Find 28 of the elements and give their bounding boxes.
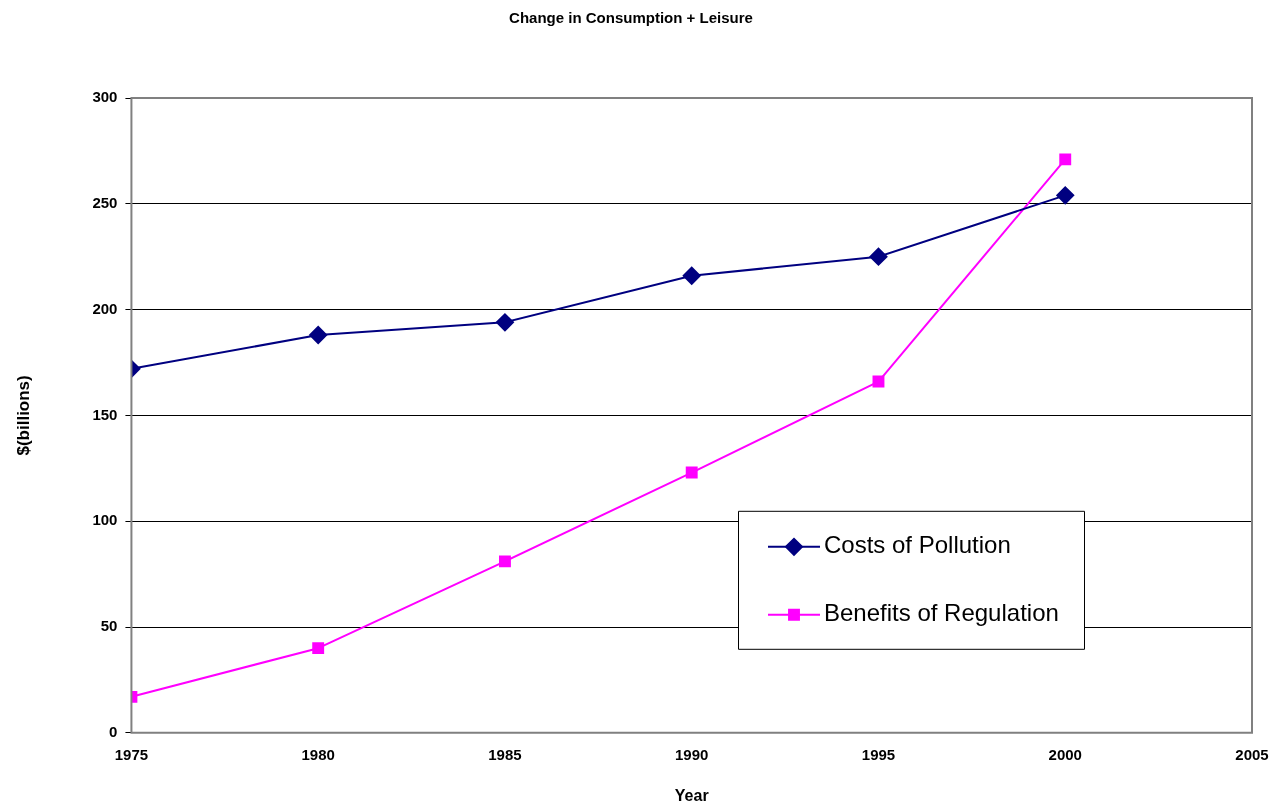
point bbox=[499, 555, 511, 568]
x-tick-label: 2005 bbox=[1235, 745, 1269, 763]
y-tick-label: 150 bbox=[92, 405, 118, 423]
point bbox=[869, 247, 888, 266]
point bbox=[495, 313, 514, 332]
x-axis-title: Year bbox=[674, 786, 709, 804]
y-tick-label: 100 bbox=[92, 511, 118, 529]
x-tick-label: 1985 bbox=[488, 745, 522, 763]
point bbox=[309, 325, 328, 344]
point bbox=[312, 642, 325, 655]
x-tick-label: 1995 bbox=[861, 745, 896, 763]
y-tick-label: 300 bbox=[92, 88, 118, 106]
legend-label: Costs of Pollution bbox=[824, 531, 1011, 559]
x-tick-label: 1980 bbox=[301, 745, 335, 763]
x-tick-label: 2000 bbox=[1048, 745, 1082, 763]
y-tick-label: 0 bbox=[109, 722, 118, 740]
y-tick-label: 200 bbox=[92, 299, 118, 317]
y-tick-label: 250 bbox=[92, 193, 118, 211]
y-tick-label: 50 bbox=[100, 617, 118, 635]
x-tick-label: 1975 bbox=[114, 745, 149, 763]
y-axis-title: $(billions) bbox=[13, 375, 33, 456]
point bbox=[1059, 153, 1072, 166]
point bbox=[682, 266, 701, 285]
point bbox=[685, 466, 698, 479]
x-tick-label: 1990 bbox=[675, 745, 709, 763]
chart-title: Change in Consumption + Leisure bbox=[509, 9, 753, 27]
legend-label: Benefits of Regulation bbox=[824, 599, 1059, 627]
point bbox=[1056, 186, 1075, 205]
